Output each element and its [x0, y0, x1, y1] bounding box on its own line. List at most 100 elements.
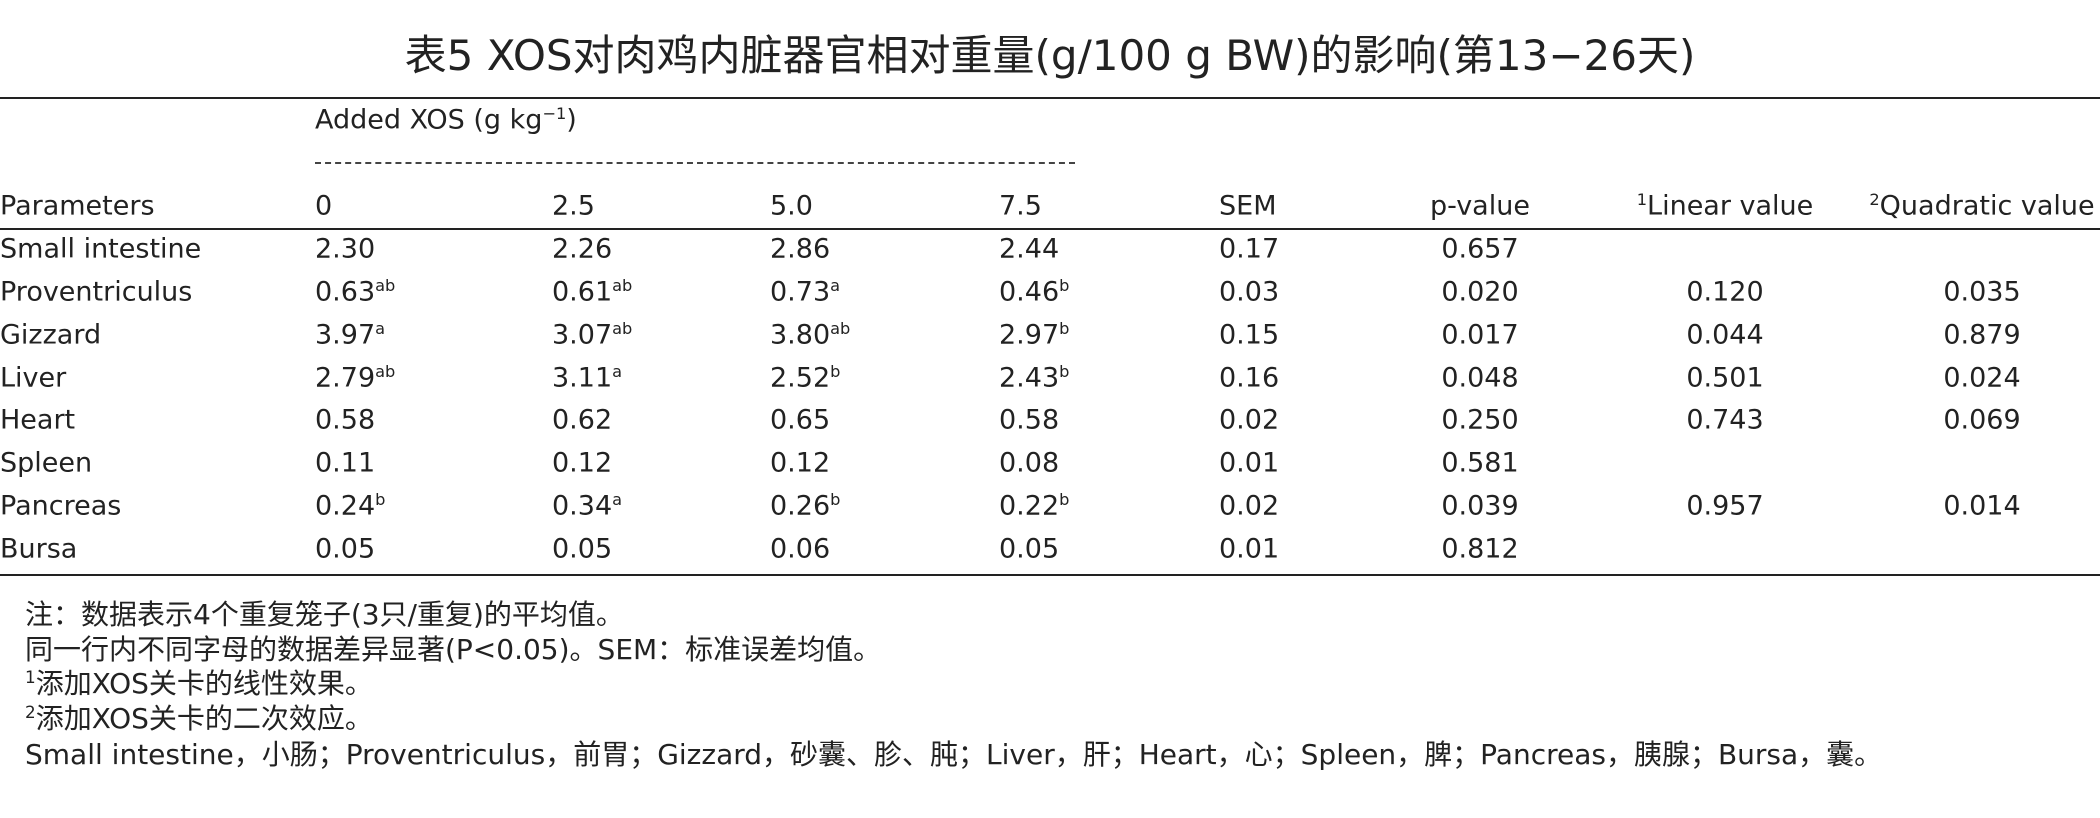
cell-text: Liver — [0, 362, 67, 394]
data-cell: 2.44 — [999, 236, 1059, 263]
cell-text: 0.014 — [1943, 490, 2021, 522]
cell-text: 0.879 — [1943, 319, 2021, 351]
table-title: 表5 XOS对肉鸡内脏器官相对重量(g/100 g BW)的影响(第13−26天… — [404, 31, 1696, 80]
superscript: a — [375, 318, 386, 338]
cell-text: 3.97 — [315, 319, 376, 351]
cell-text: 0.02 — [1219, 490, 1280, 522]
row-label: Small intestine — [0, 236, 201, 263]
data-cell: 0.24b — [315, 490, 385, 522]
sem-cell: 0.17 — [1219, 236, 1279, 263]
data-cell: 2.43b — [999, 361, 1070, 391]
p-cell: 0.020 — [1441, 278, 1518, 305]
cell-text: 0.06 — [770, 533, 831, 565]
superscript: 1 — [25, 666, 36, 687]
cell-text: 0.08 — [999, 447, 1060, 479]
linear-cell: 0.501 — [1686, 364, 1763, 391]
superscript: a — [612, 489, 623, 509]
row-label: Pancreas — [0, 493, 121, 520]
p-cell: 0.017 — [1441, 321, 1518, 348]
row-label: Gizzard — [0, 321, 101, 348]
p-cell: 0.657 — [1441, 236, 1518, 263]
data-cell: 2.86 — [770, 236, 830, 263]
data-cell: 0.12 — [552, 450, 612, 477]
cell-text: 0.743 — [1686, 404, 1764, 436]
footnote: 注：数据表示4个重复笼子(3只/重复)的平均值。 — [25, 601, 624, 629]
cell-text: 添加XOS关卡的线性效果。 — [35, 667, 373, 700]
cell-text: 0.12 — [552, 447, 613, 479]
cell-text: 0.24 — [315, 490, 376, 522]
header-rule — [0, 228, 2100, 230]
cell-text: Small intestine，小肠；Proventriculus，前胃；Giz… — [25, 738, 1883, 771]
data-cell: 0.22b — [999, 491, 1069, 519]
cell-text: 0.017 — [1441, 319, 1519, 351]
cell-text: Spleen — [0, 447, 93, 479]
cell-text: 0.812 — [1441, 533, 1519, 565]
p-cell: 0.581 — [1441, 450, 1518, 477]
data-cell: 2.97b — [999, 320, 1069, 348]
column-header: p-value — [1430, 193, 1530, 220]
cell-text: ) — [566, 104, 577, 136]
cell-text: Pancreas — [0, 490, 122, 522]
cell-text: 0.12 — [770, 447, 831, 479]
cell-text: 3.80 — [770, 319, 831, 351]
linear-cell: 0.957 — [1686, 493, 1763, 520]
data-cell: 0.46b — [999, 277, 1069, 305]
cell-text: 3.11 — [552, 362, 613, 394]
sem-cell: 0.03 — [1219, 278, 1279, 305]
linear-cell: 0.044 — [1686, 321, 1763, 348]
superscript: ab — [612, 318, 633, 338]
cell-text: 0.01 — [1219, 533, 1280, 565]
footnote: 2添加XOS关卡的二次效应。 — [25, 704, 373, 733]
cell-text: 0.02 — [1219, 404, 1280, 436]
data-cell: 0.34a — [552, 489, 623, 519]
p-cell: 0.812 — [1441, 535, 1518, 562]
sem-cell: 0.01 — [1219, 450, 1279, 477]
superscript: b — [830, 361, 841, 381]
sem-cell: 0.16 — [1219, 364, 1279, 391]
cell-text: 0.11 — [315, 447, 376, 479]
quadratic-cell: 0.024 — [1943, 364, 2020, 391]
data-cell: 3.07ab — [552, 318, 633, 351]
cell-text: 0.020 — [1441, 276, 1519, 308]
cell-text: 2.79 — [315, 362, 376, 394]
data-cell: 3.11a — [552, 362, 622, 394]
cell-text: 3.07 — [552, 319, 613, 351]
column-header: SEM — [1219, 193, 1277, 220]
column-header: 5.0 — [770, 193, 813, 220]
cell-text: 2.5 — [552, 190, 595, 222]
quadratic-cell: 0.879 — [1943, 321, 2020, 348]
data-cell: 0.65 — [770, 407, 830, 434]
data-cell: 2.26 — [552, 236, 612, 263]
cell-text: Proventriculus — [0, 276, 193, 308]
data-cell: 2.52b — [770, 361, 841, 391]
cell-text: 2.26 — [552, 233, 613, 265]
column-header: 1Linear value — [1636, 189, 1814, 219]
data-cell: 0.73a — [770, 277, 840, 305]
footnote: Small intestine，小肠；Proventriculus，前胃；Giz… — [25, 741, 1882, 769]
superscript: b — [830, 489, 841, 509]
cell-text: SEM — [1219, 190, 1277, 222]
cell-text: 0.58 — [315, 404, 376, 436]
p-cell: 0.250 — [1441, 407, 1518, 434]
data-cell: 0.58 — [999, 407, 1059, 434]
cell-text: Gizzard — [0, 319, 102, 351]
superscript: 1 — [1636, 189, 1648, 209]
row-label: Liver — [0, 364, 66, 391]
cell-text: 0.120 — [1686, 276, 1764, 308]
superscript: ab — [375, 275, 396, 295]
cell-text: 0.58 — [999, 404, 1060, 436]
column-header: 2Quadratic value — [1869, 191, 2094, 219]
p-cell: 0.039 — [1441, 493, 1518, 520]
data-cell: 0.12 — [770, 450, 830, 477]
data-cell: 0.11 — [315, 450, 375, 477]
cell-text: 5.0 — [770, 190, 813, 222]
superscript: ab — [375, 361, 396, 381]
cell-text: p-value — [1430, 190, 1530, 222]
data-cell: 0.26b — [770, 489, 841, 519]
superscript: b — [1059, 361, 1070, 381]
cell-text: Parameters — [0, 190, 155, 222]
cell-text: Added XOS (g kg — [315, 104, 543, 136]
column-header: 0 — [315, 193, 332, 220]
row-label: Spleen — [0, 450, 92, 477]
cell-text: 0.01 — [1219, 447, 1280, 479]
